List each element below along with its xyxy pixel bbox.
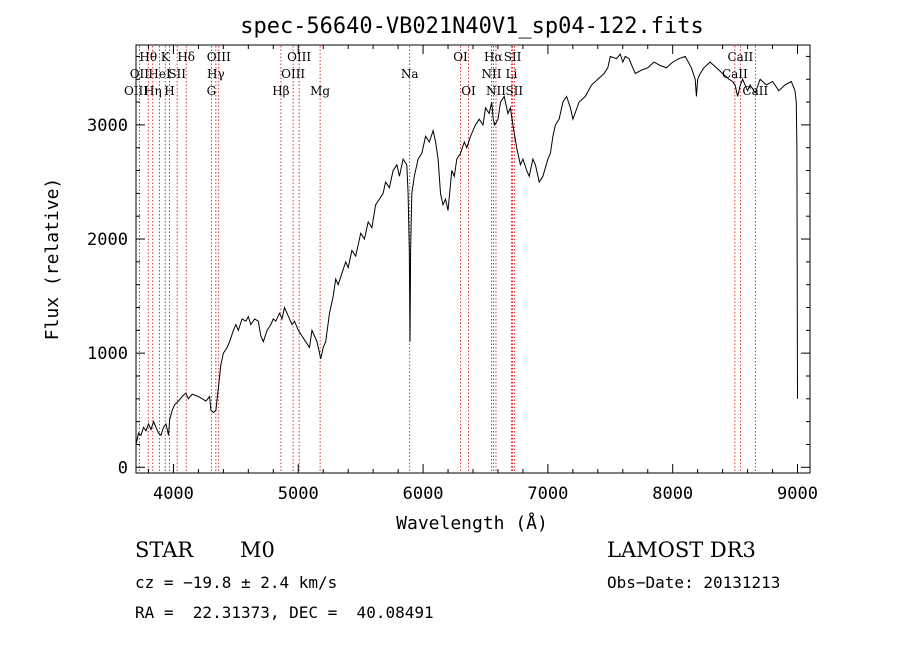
x-tick-label-0: 4000 bbox=[153, 484, 194, 504]
y-tick-label-1: 1000 bbox=[87, 344, 128, 364]
coordinates: RA = 22.31373, DEC = 40.08491 bbox=[135, 603, 434, 622]
object-subclass: M0 bbox=[240, 538, 275, 562]
redshift-velocity: cz = −19.8 ± 2.4 km/s bbox=[135, 573, 338, 592]
object-class: STAR bbox=[135, 538, 194, 562]
x-axis-ticks: 4000 5000 6000 7000 8000 9000 bbox=[147, 45, 818, 504]
x-tick-label-4: 8000 bbox=[652, 484, 693, 504]
plot-frame bbox=[135, 44, 811, 474]
line-label-24: SII bbox=[505, 84, 523, 98]
line-label-14: OIII bbox=[281, 67, 305, 81]
y-tick-label-0: 0 bbox=[118, 458, 128, 478]
line-label-18: OI bbox=[461, 84, 476, 98]
line-label-11: G bbox=[207, 84, 217, 98]
y-axis-ticks: 0 1000 2000 3000 bbox=[87, 55, 810, 478]
spectrum-line bbox=[135, 53, 798, 445]
x-tick-label-5: 9000 bbox=[777, 484, 818, 504]
line-label-8: Hδ bbox=[177, 50, 195, 64]
line-label-4: HeI bbox=[148, 67, 171, 81]
y-tick-label-3: 3000 bbox=[87, 116, 128, 136]
x-tick-label-3: 7000 bbox=[527, 484, 568, 504]
observation-date: Obs−Date: 20131213 bbox=[607, 573, 781, 592]
line-label-3: Hη bbox=[144, 84, 162, 98]
line-label-12: Hβ bbox=[272, 84, 289, 98]
x-axis-label: Wavelength (Å) bbox=[396, 512, 548, 534]
x-tick-label-1: 5000 bbox=[278, 484, 319, 504]
line-label-6: H bbox=[164, 84, 174, 98]
line-label-16: Na bbox=[401, 67, 419, 81]
y-axis-label: Flux (relative) bbox=[42, 178, 63, 341]
line-label-23: Li bbox=[506, 67, 518, 81]
line-label-21: NII bbox=[486, 84, 506, 98]
line-label-5: K bbox=[161, 50, 171, 64]
line-label-19: Hα bbox=[484, 50, 503, 64]
line-label-25: CaII bbox=[727, 50, 753, 64]
spectral-line-markers bbox=[135, 46, 756, 472]
x-tick-label-2: 6000 bbox=[403, 484, 444, 504]
line-label-7: SII bbox=[168, 67, 186, 81]
line-label-26: CaII bbox=[722, 67, 748, 81]
line-label-9: OIII bbox=[207, 50, 231, 64]
chart-title: spec-56640-VB021N40V1_sp04-122.fits bbox=[240, 14, 704, 39]
line-label-20: NII bbox=[481, 67, 501, 81]
line-label-22: SII bbox=[504, 50, 522, 64]
line-label-13: OIII bbox=[287, 50, 311, 64]
y-tick-label-2: 2000 bbox=[87, 230, 128, 250]
line-label-15: Mg bbox=[310, 84, 330, 98]
survey-name: LAMOST DR3 bbox=[607, 538, 756, 562]
line-label-0: Hθ bbox=[139, 50, 157, 64]
line-label-17: OI bbox=[453, 50, 468, 64]
line-label-1: OII bbox=[130, 67, 150, 81]
line-label-10: Hγ bbox=[207, 67, 225, 81]
